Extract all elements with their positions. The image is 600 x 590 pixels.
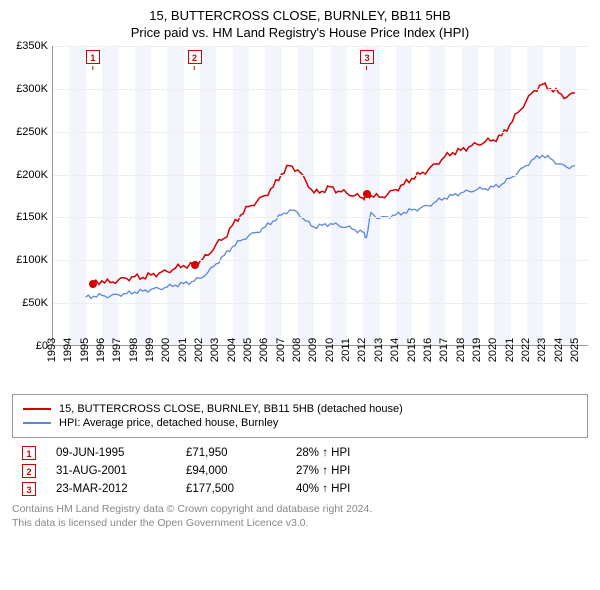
x-tick-label: 2014 — [389, 338, 401, 362]
x-tick-label: 2009 — [307, 338, 319, 362]
sale-pct-vs-hpi: 40% ↑ HPI — [296, 483, 350, 495]
x-tick-label: 2024 — [553, 338, 565, 362]
legend-swatch — [23, 422, 51, 424]
x-tick-label: 2011 — [340, 338, 352, 362]
sale-price: £94,000 — [186, 465, 276, 477]
y-tick-label: £250K — [16, 126, 48, 138]
gridline — [53, 89, 588, 90]
sale-price: £71,950 — [186, 447, 276, 459]
chart-area: £0£50K£100K£150K£200K£250K£300K£350K 123… — [12, 46, 588, 386]
x-tick-label: 2022 — [520, 338, 532, 362]
x-tick-label: 2012 — [356, 338, 368, 362]
gridline — [53, 303, 588, 304]
title-address: 15, BUTTERCROSS CLOSE, BURNLEY, BB11 5HB — [12, 8, 588, 23]
x-tick-label: 1999 — [144, 338, 156, 362]
sale-row: 2 31-AUG-2001 £94,000 27% ↑ HPI — [12, 464, 588, 478]
y-tick-label: £150K — [16, 211, 48, 223]
x-tick-label: 2017 — [438, 338, 450, 362]
y-tick-label: £50K — [22, 297, 48, 309]
x-tick-label: 2015 — [406, 338, 418, 362]
x-tick-label: 1997 — [111, 338, 123, 362]
title-subtitle: Price paid vs. HM Land Registry's House … — [12, 25, 588, 40]
sale-date: 31-AUG-2001 — [56, 465, 166, 477]
gridline — [53, 260, 588, 261]
y-axis: £0£50K£100K£150K£200K£250K£300K£350K — [12, 46, 52, 346]
sales-table: 1 09-JUN-1995 £71,950 28% ↑ HPI 2 31-AUG-2001… — [12, 446, 588, 496]
x-tick-label: 2016 — [422, 338, 434, 362]
gridline — [53, 132, 588, 133]
x-tick-label: 2003 — [209, 338, 221, 362]
sale-number-box: 3 — [22, 482, 36, 496]
sale-price: £177,500 — [186, 483, 276, 495]
chart-lines — [53, 46, 588, 345]
gridline — [53, 175, 588, 176]
x-tick-label: 2008 — [291, 338, 303, 362]
sale-pct-vs-hpi: 27% ↑ HPI — [296, 465, 350, 477]
x-tick-label: 2023 — [536, 338, 548, 362]
y-tick-label: £350K — [16, 40, 48, 52]
legend-swatch — [23, 408, 51, 410]
x-tick-label: 2004 — [226, 338, 238, 362]
x-tick-label: 2002 — [193, 338, 205, 362]
x-tick-label: 2010 — [324, 338, 336, 362]
legend-label: 15, BUTTERCROSS CLOSE, BURNLEY, BB11 5HB… — [59, 403, 403, 415]
x-tick-label: 2020 — [487, 338, 499, 362]
x-tick-label: 1995 — [79, 338, 91, 362]
x-tick-label: 1994 — [62, 338, 74, 362]
x-tick-label: 2005 — [242, 338, 254, 362]
sale-pct-vs-hpi: 28% ↑ HPI — [296, 447, 350, 459]
sale-number-box: 2 — [22, 464, 36, 478]
sale-marker-box: 2 — [188, 50, 202, 64]
x-tick-label: 2001 — [177, 338, 189, 362]
sale-marker-box: 3 — [360, 50, 374, 64]
x-tick-label: 2006 — [258, 338, 270, 362]
sale-date: 23-MAR-2012 — [56, 483, 166, 495]
gridline — [53, 46, 588, 47]
footer-attribution: Contains HM Land Registry data © Crown c… — [12, 502, 588, 530]
x-tick-label: 2021 — [504, 338, 516, 362]
sale-marker-dot — [191, 261, 199, 269]
sale-marker-box: 1 — [86, 50, 100, 64]
x-tick-label: 2000 — [160, 338, 172, 362]
legend: 15, BUTTERCROSS CLOSE, BURNLEY, BB11 5HB… — [12, 394, 588, 438]
x-tick-label: 2018 — [455, 338, 467, 362]
x-tick-label: 1998 — [128, 338, 140, 362]
y-tick-label: £300K — [16, 83, 48, 95]
sale-number-box: 1 — [22, 446, 36, 460]
sale-marker-dot — [363, 190, 371, 198]
sale-row: 1 09-JUN-1995 £71,950 28% ↑ HPI — [12, 446, 588, 460]
x-tick-label: 2013 — [373, 338, 385, 362]
y-tick-label: £100K — [16, 254, 48, 266]
x-axis: 1993199419951996199719981999200020012002… — [52, 346, 588, 386]
x-tick-label: 2019 — [471, 338, 483, 362]
legend-row: HPI: Average price, detached house, Burn… — [23, 417, 577, 429]
x-tick-label: 1996 — [95, 338, 107, 362]
plot-area: 1 2 3 — [52, 46, 588, 346]
sale-marker-dot — [89, 280, 97, 288]
sale-date: 09-JUN-1995 — [56, 447, 166, 459]
legend-label: HPI: Average price, detached house, Burn… — [59, 417, 278, 429]
x-tick-label: 1993 — [46, 338, 58, 362]
footer-line2: This data is licensed under the Open Gov… — [12, 516, 588, 530]
x-tick-label: 2025 — [569, 338, 581, 362]
sale-row: 3 23-MAR-2012 £177,500 40% ↑ HPI — [12, 482, 588, 496]
x-tick-label: 2007 — [275, 338, 287, 362]
footer-line1: Contains HM Land Registry data © Crown c… — [12, 502, 588, 516]
legend-row: 15, BUTTERCROSS CLOSE, BURNLEY, BB11 5HB… — [23, 403, 577, 415]
series-hpi — [86, 155, 575, 298]
y-tick-label: £200K — [16, 169, 48, 181]
chart-title: 15, BUTTERCROSS CLOSE, BURNLEY, BB11 5HB… — [12, 8, 588, 40]
gridline — [53, 217, 588, 218]
